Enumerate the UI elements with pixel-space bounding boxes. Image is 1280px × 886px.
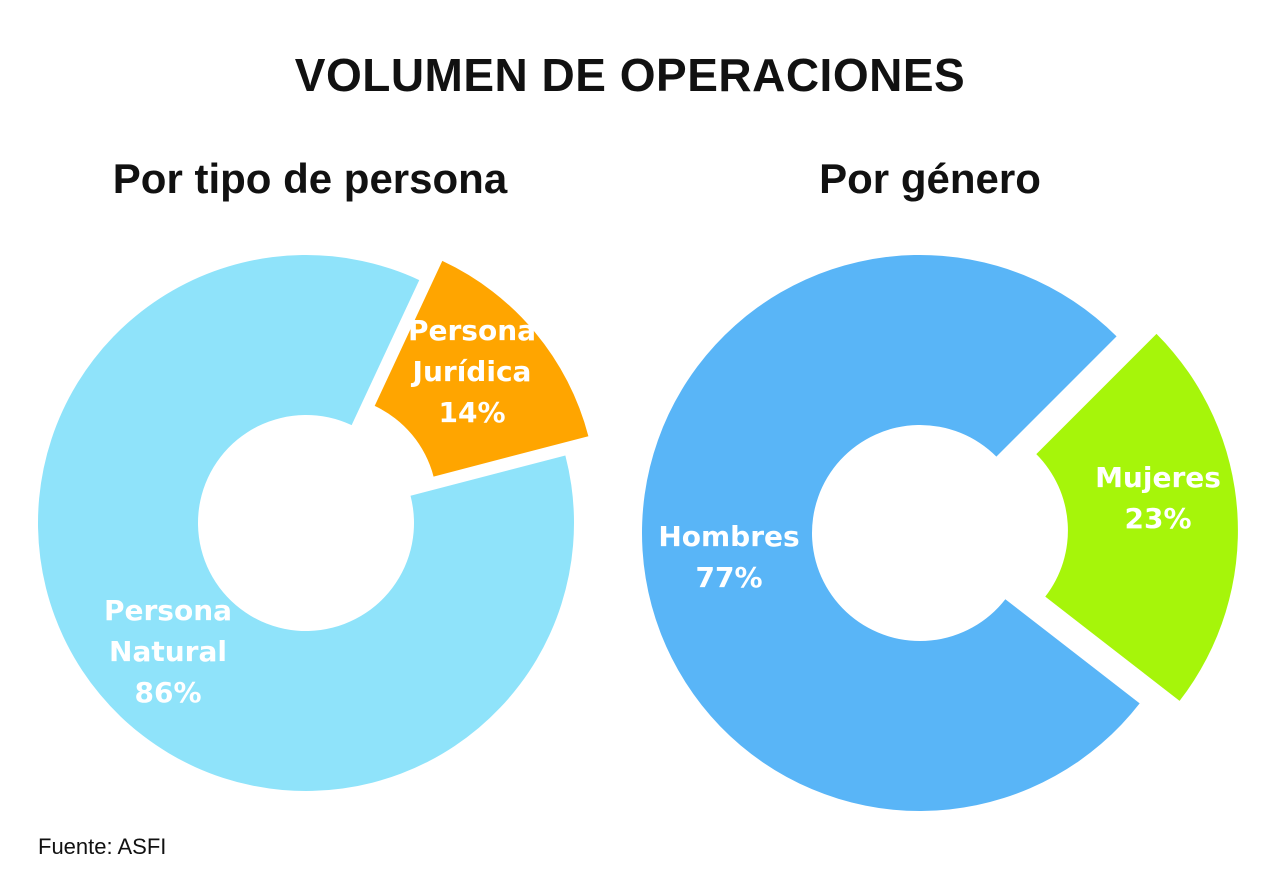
source-note: Fuente: ASFI bbox=[38, 834, 167, 859]
slice-label-persona-natural: Persona Natural 86% bbox=[104, 594, 232, 709]
slice-label-line: Mujeres bbox=[1095, 461, 1221, 494]
slice-label-mujeres: Mujeres 23% bbox=[1095, 461, 1221, 535]
slice-label-line: 23% bbox=[1124, 502, 1191, 535]
slice-persona-natural bbox=[37, 255, 574, 792]
slice-label-line: 14% bbox=[438, 396, 505, 429]
slice-label-line: Persona bbox=[104, 594, 232, 627]
slice-hombres bbox=[641, 255, 1140, 812]
slice-label-line: Jurídica bbox=[411, 355, 532, 388]
slice-label-line: 77% bbox=[695, 561, 762, 594]
slice-label-line: Natural bbox=[109, 635, 227, 668]
slice-label-line: Hombres bbox=[658, 520, 799, 553]
donut-chart-genero: Por género Mujeres 23% Hombres 77% bbox=[641, 155, 1238, 812]
slice-label-hombres: Hombres 77% bbox=[658, 520, 799, 594]
slice-label-line: Persona bbox=[408, 314, 536, 347]
chart-title-tipo-persona: Por tipo de persona bbox=[113, 155, 508, 202]
slice-persona-juridica bbox=[374, 260, 589, 477]
slice-mujeres bbox=[1036, 333, 1238, 701]
slice-label-persona-juridica: Persona Jurídica 14% bbox=[408, 314, 536, 429]
chart-title-genero: Por género bbox=[819, 155, 1041, 202]
slice-label-line: 86% bbox=[134, 676, 201, 709]
page-title: VOLUMEN DE OPERACIONES bbox=[294, 49, 966, 101]
